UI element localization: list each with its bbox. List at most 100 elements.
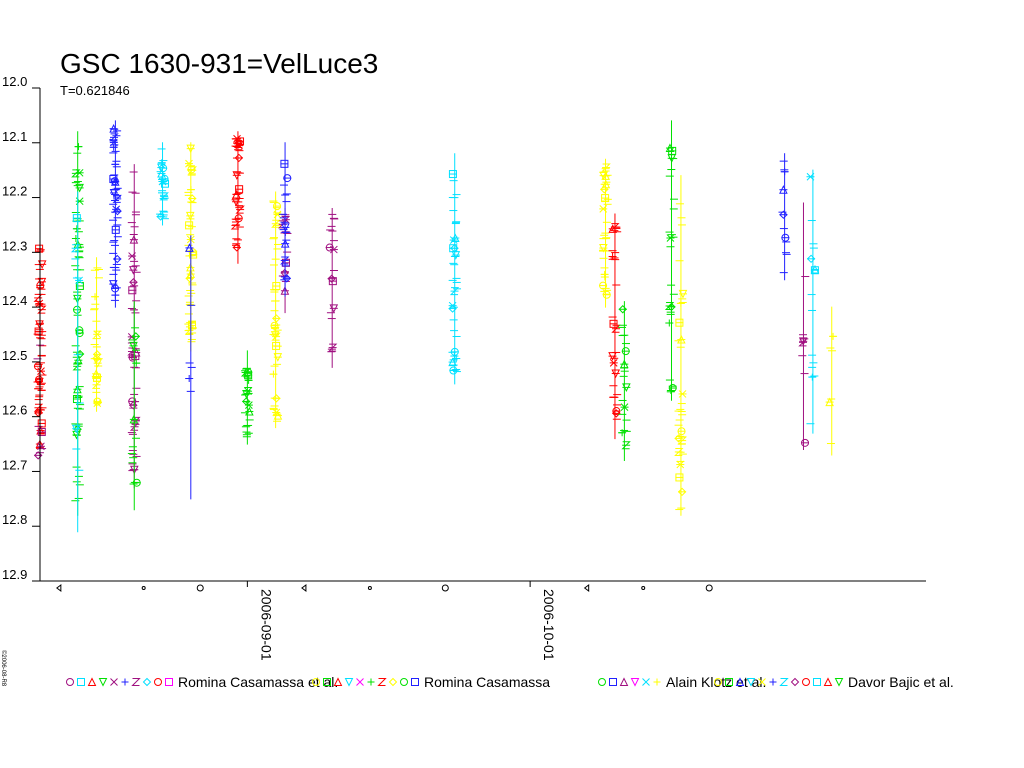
data-point bbox=[92, 373, 101, 382]
data-point bbox=[272, 282, 281, 291]
x-minor-marker bbox=[705, 584, 713, 592]
data-point bbox=[280, 256, 290, 265]
data-point bbox=[798, 338, 808, 347]
data-point bbox=[129, 341, 138, 351]
observation-group bbox=[806, 169, 820, 434]
data-point bbox=[77, 678, 85, 686]
data-point bbox=[610, 223, 620, 232]
data-point bbox=[244, 371, 253, 380]
data-point bbox=[329, 304, 339, 313]
data-point bbox=[356, 678, 364, 686]
data-point bbox=[185, 243, 194, 252]
data-point bbox=[232, 171, 242, 180]
data-point bbox=[87, 677, 97, 686]
data-point bbox=[400, 678, 408, 686]
data-point bbox=[110, 177, 119, 186]
data-point bbox=[618, 305, 627, 314]
data-point bbox=[111, 225, 120, 234]
data-point bbox=[823, 677, 833, 686]
data-point bbox=[665, 143, 675, 153]
y-tick-label: 12.7 bbox=[2, 457, 27, 472]
observation-group bbox=[278, 142, 292, 297]
data-point bbox=[129, 414, 139, 424]
data-point bbox=[283, 174, 292, 183]
data-point bbox=[779, 185, 788, 194]
data-point bbox=[112, 205, 120, 214]
data-point bbox=[601, 194, 610, 203]
data-point bbox=[813, 678, 821, 686]
data-point bbox=[746, 678, 756, 687]
data-point bbox=[240, 368, 251, 377]
x-minor-marker bbox=[583, 584, 590, 592]
data-point bbox=[132, 359, 140, 367]
data-point bbox=[270, 321, 279, 330]
data-point bbox=[234, 153, 244, 163]
data-point bbox=[73, 225, 81, 233]
data-point bbox=[184, 326, 195, 335]
data-point bbox=[93, 397, 102, 406]
data-point bbox=[158, 159, 166, 167]
data-point bbox=[128, 353, 137, 362]
data-point bbox=[601, 270, 609, 278]
data-point bbox=[110, 678, 118, 686]
data-point bbox=[758, 678, 766, 686]
data-point bbox=[71, 169, 81, 178]
x-minor-marker bbox=[56, 584, 62, 592]
data-point bbox=[37, 419, 46, 428]
data-point bbox=[185, 211, 195, 221]
legend-label: Romina Casamassa et al. bbox=[178, 674, 338, 690]
observation-group bbox=[599, 158, 612, 308]
data-point bbox=[806, 172, 815, 181]
copyright-stamp: ©2006-08-R8 bbox=[0, 650, 7, 687]
data-point bbox=[769, 678, 777, 686]
data-point bbox=[34, 327, 43, 336]
data-point bbox=[806, 254, 816, 264]
data-point bbox=[154, 678, 162, 686]
data-point bbox=[622, 383, 631, 393]
legend-label: Davor Bajic et al. bbox=[848, 674, 954, 690]
data-point bbox=[160, 174, 169, 183]
observation-group bbox=[448, 153, 462, 385]
x-minor-marker bbox=[641, 586, 646, 590]
data-point bbox=[599, 244, 608, 253]
observation-group bbox=[778, 153, 791, 281]
data-point bbox=[330, 245, 338, 254]
data-point bbox=[676, 460, 685, 469]
data-point bbox=[272, 394, 281, 403]
data-point bbox=[611, 369, 621, 379]
observation-group bbox=[33, 240, 47, 456]
data-point bbox=[344, 678, 354, 687]
data-point bbox=[66, 678, 74, 686]
data-point bbox=[665, 319, 673, 327]
data-point bbox=[675, 318, 684, 327]
data-point bbox=[113, 254, 122, 264]
data-point bbox=[808, 373, 816, 381]
data-point bbox=[377, 678, 387, 686]
data-point bbox=[230, 221, 241, 230]
data-point bbox=[245, 401, 253, 409]
y-tick-label: 12.0 bbox=[2, 74, 27, 89]
data-point bbox=[271, 332, 281, 341]
data-point bbox=[677, 334, 686, 344]
observation-group bbox=[90, 257, 104, 412]
data-point bbox=[127, 347, 137, 356]
data-point bbox=[245, 406, 254, 416]
data-point bbox=[75, 183, 84, 193]
observation-group bbox=[240, 350, 254, 445]
data-point bbox=[232, 243, 242, 252]
x-tick-label: 2006-10-01 bbox=[541, 589, 557, 661]
data-point bbox=[131, 678, 141, 686]
data-point bbox=[98, 678, 108, 687]
data-point bbox=[245, 376, 253, 384]
data-point bbox=[448, 170, 457, 179]
observation-group bbox=[825, 306, 838, 456]
data-point bbox=[677, 427, 686, 436]
data-point bbox=[609, 678, 617, 686]
observation-group bbox=[325, 207, 339, 368]
data-point bbox=[449, 236, 458, 244]
data-point bbox=[612, 409, 621, 418]
data-point bbox=[234, 135, 243, 145]
data-point bbox=[608, 352, 617, 361]
data-point bbox=[92, 354, 101, 363]
data-point bbox=[781, 233, 790, 242]
